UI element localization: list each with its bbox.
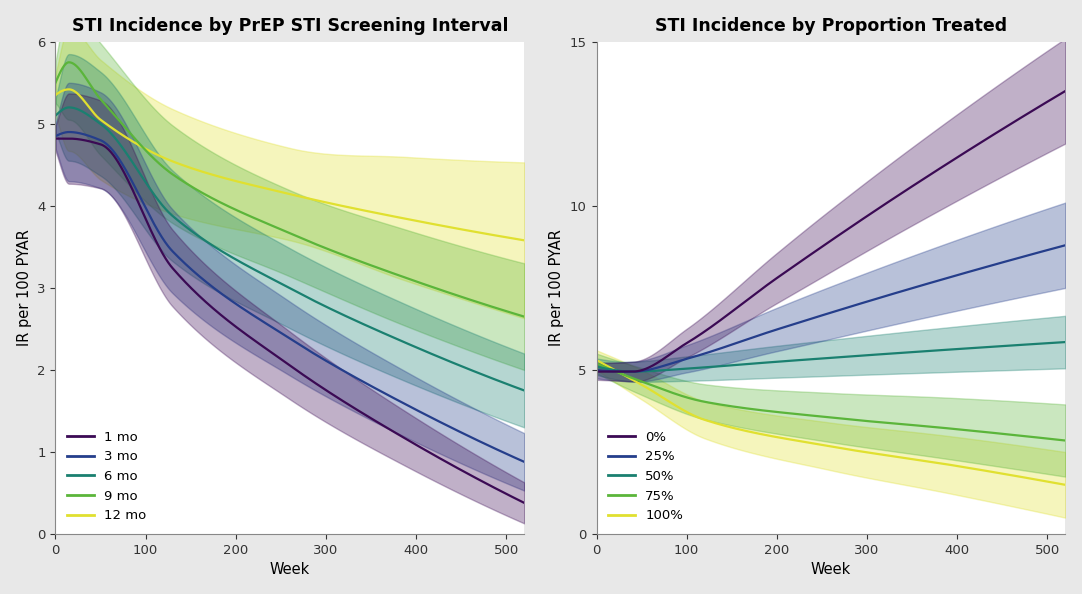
Title: STI Incidence by Proportion Treated: STI Incidence by Proportion Treated [655,17,1007,34]
Title: STI Incidence by PrEP STI Screening Interval: STI Incidence by PrEP STI Screening Inte… [71,17,509,34]
Legend: 1 mo, 3 mo, 6 mo, 9 mo, 12 mo: 1 mo, 3 mo, 6 mo, 9 mo, 12 mo [62,425,151,527]
Legend: 0%, 25%, 50%, 75%, 100%: 0%, 25%, 50%, 75%, 100% [603,425,688,527]
X-axis label: Week: Week [269,563,309,577]
Y-axis label: IR per 100 PYAR: IR per 100 PYAR [550,229,564,346]
X-axis label: Week: Week [810,563,852,577]
Y-axis label: IR per 100 PYAR: IR per 100 PYAR [16,229,31,346]
